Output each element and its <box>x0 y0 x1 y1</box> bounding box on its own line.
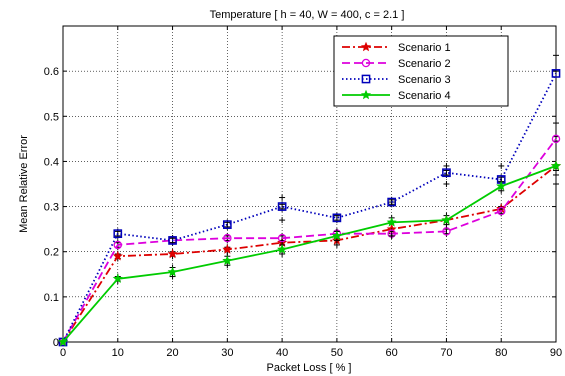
y-tick-label: 0.6 <box>44 66 59 78</box>
error-marker <box>443 221 450 228</box>
data-point <box>113 240 123 250</box>
y-tick-label: 0.3 <box>44 202 59 214</box>
data-point <box>551 69 561 78</box>
data-point <box>167 266 178 277</box>
data-point <box>113 229 123 239</box>
legend: Scenario 1 Scenario 2 Scenario 3 Scenario 4 <box>333 35 509 107</box>
grid <box>63 26 556 342</box>
data-point <box>550 160 562 171</box>
legend-marker <box>360 89 372 100</box>
y-axis-label: Mean Relative Error <box>18 135 30 233</box>
x-tick-label: 0 <box>60 347 66 359</box>
error-marker <box>224 219 231 226</box>
data-point <box>222 255 233 266</box>
error-marker <box>498 187 505 194</box>
series-4 <box>57 120 562 347</box>
x-tick-label: 90 <box>550 347 562 359</box>
x-tick-label: 20 <box>166 347 178 359</box>
series-line <box>62 165 557 343</box>
data-point <box>277 202 287 211</box>
data-point <box>331 230 342 241</box>
x-tick-label: 70 <box>440 347 452 359</box>
data-point <box>277 244 288 254</box>
legend-label: Scenario 4 <box>398 90 451 102</box>
series-layer <box>57 52 562 347</box>
x-axis-label: Packet Loss [ % ] <box>267 362 352 374</box>
x-tick-label: 30 <box>221 347 233 359</box>
error-marker <box>279 217 286 224</box>
error-marker <box>169 273 176 280</box>
data-point <box>442 168 451 178</box>
data-point <box>387 197 397 207</box>
error-marker <box>333 237 340 244</box>
legend-label: Scenario 1 <box>398 42 451 54</box>
error-marker <box>553 181 559 187</box>
data-point <box>496 206 506 216</box>
series-line <box>62 138 557 343</box>
series-line <box>62 165 557 343</box>
data-point <box>332 213 342 223</box>
data-point <box>223 233 232 243</box>
data-point <box>222 220 232 229</box>
y-tick-label: 0.4 <box>44 156 59 168</box>
error-marker <box>553 167 559 174</box>
data-point <box>496 181 507 191</box>
y-axis: 0 0.1 0.2 0.3 0.4 0.5 0.6 <box>44 66 556 349</box>
error-marker <box>224 262 231 269</box>
y-tick-label: 0 <box>53 337 59 349</box>
x-tick-label: 10 <box>112 347 124 359</box>
chart-title: Temperature [ h = 40, W = 400, c = 2.1 ] <box>210 9 405 21</box>
data-point <box>57 336 69 347</box>
data-point <box>277 233 287 243</box>
legend-label: Scenario 3 <box>398 74 451 86</box>
error-marker <box>498 162 505 169</box>
data-point <box>222 244 233 254</box>
data-point <box>442 227 451 236</box>
legend-item: Scenario 3 <box>342 74 451 86</box>
legend-marker <box>360 41 372 52</box>
legend-item: Scenario 4 <box>342 89 451 102</box>
error-marker <box>443 181 450 187</box>
data-point <box>112 250 123 261</box>
error-marker <box>553 52 559 59</box>
data-point <box>167 248 178 259</box>
error-marker <box>279 250 286 257</box>
y-tick-label: 0.2 <box>44 247 59 259</box>
data-point <box>112 273 123 284</box>
error-marker <box>279 194 286 201</box>
legend-marker <box>361 58 371 68</box>
data-point <box>168 236 177 245</box>
x-tick-label: 50 <box>331 347 343 359</box>
y-tick-label: 0.1 <box>44 292 59 304</box>
error-marker <box>553 68 559 75</box>
data-point <box>386 217 397 227</box>
x-axis: 0 10 20 30 40 50 60 70 80 90 <box>60 26 562 359</box>
error-marker <box>388 232 395 239</box>
data-point <box>551 134 561 144</box>
x-tick-label: 40 <box>276 347 288 359</box>
legend-item: Scenario 1 <box>342 41 451 54</box>
x-tick-label: 60 <box>386 347 398 359</box>
series-2 <box>58 133 561 347</box>
series-3 <box>58 68 561 347</box>
legend-item: Scenario 2 <box>342 58 451 70</box>
x-tick-label: 80 <box>495 347 507 359</box>
error-marker <box>553 120 559 127</box>
y-tick-label: 0.5 <box>44 111 59 123</box>
legend-label: Scenario 2 <box>398 58 451 70</box>
data-point <box>441 214 452 225</box>
series-line <box>62 72 557 343</box>
error-marker <box>553 133 559 140</box>
legend-marker <box>361 74 371 84</box>
